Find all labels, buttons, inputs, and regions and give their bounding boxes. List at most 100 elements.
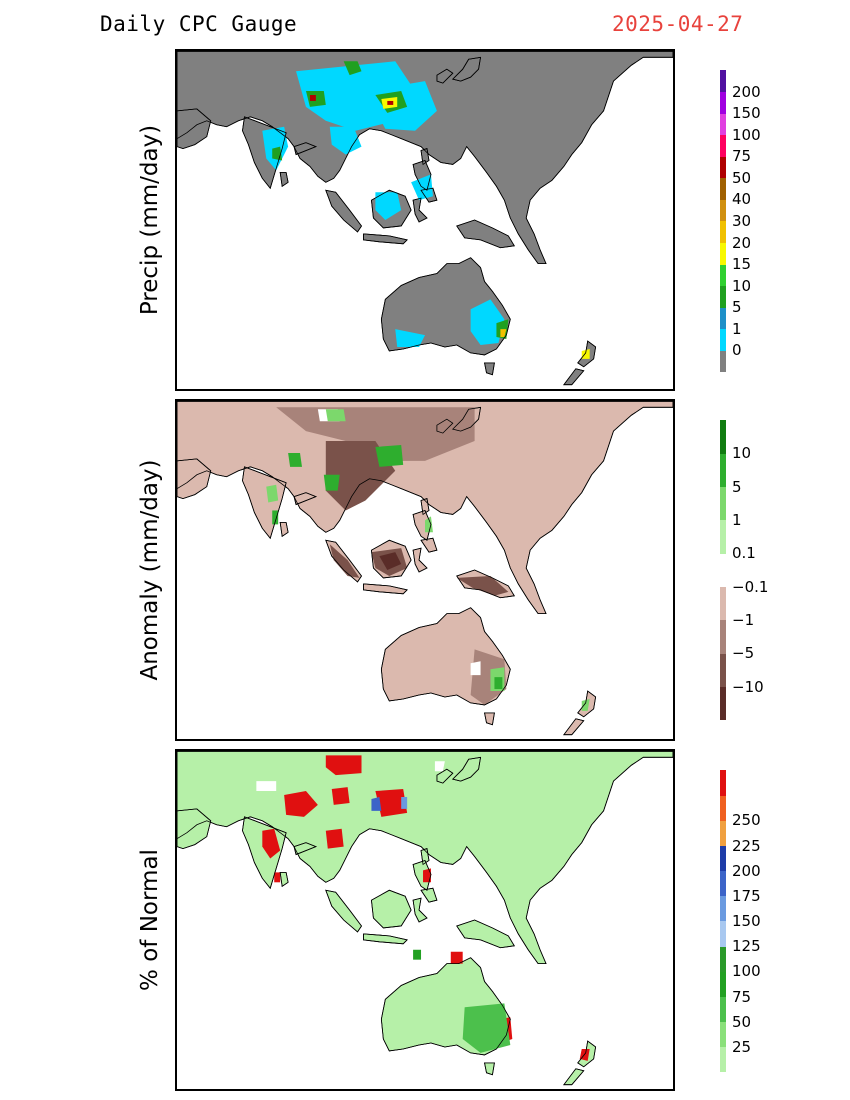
field-patch xyxy=(581,348,590,359)
anomaly-map-panel xyxy=(175,399,675,741)
field-patch xyxy=(288,452,302,467)
field-patch xyxy=(262,828,281,859)
colorbar-segment xyxy=(720,486,726,521)
coastline-newguinea xyxy=(456,219,515,249)
coastline-nz xyxy=(563,1040,597,1086)
anomaly-map xyxy=(177,401,673,736)
coastline-taiwan xyxy=(420,148,430,166)
colorbar-segment xyxy=(720,134,726,157)
coastline-australia xyxy=(380,257,511,356)
coastlines xyxy=(177,51,673,386)
colorbar-segment xyxy=(720,921,726,947)
colorbar-label: 200 xyxy=(732,861,761,880)
field-patch xyxy=(323,474,340,491)
colorbar-label: 10 xyxy=(732,444,752,463)
field-patch xyxy=(272,510,279,525)
colorbar-segment xyxy=(720,946,726,972)
colorbar-label: 50 xyxy=(732,168,752,187)
coastline-asia xyxy=(177,751,673,965)
field-patch xyxy=(379,552,402,570)
coastline-arabia xyxy=(177,808,212,849)
colorbar-segment xyxy=(720,895,726,922)
colorbar-label: 100 xyxy=(732,125,761,144)
colorbar-label: 1 xyxy=(732,319,742,338)
field-patch xyxy=(309,95,316,101)
colorbar-segment xyxy=(720,285,726,308)
field-patch xyxy=(462,1003,511,1053)
coastlines xyxy=(177,751,673,1086)
colorbar-label: 75 xyxy=(732,987,752,1006)
precip-map xyxy=(177,51,673,386)
colorbar-label: 15 xyxy=(732,255,752,274)
coastline-java xyxy=(363,933,408,945)
field-patch xyxy=(470,299,505,345)
colorbar-label: 250 xyxy=(732,811,761,830)
colorbar-segment xyxy=(720,242,726,265)
colorbar-segment xyxy=(720,820,726,846)
field-patch xyxy=(413,949,422,960)
field-patch xyxy=(331,787,350,805)
coastline-taiwan xyxy=(420,848,430,866)
colorbar-segment xyxy=(720,795,726,821)
land-sumatra xyxy=(325,889,362,933)
colorbar-segment xyxy=(720,70,726,93)
land-newguinea xyxy=(456,919,515,949)
coastline-india xyxy=(242,466,317,540)
coastline-java xyxy=(363,583,408,595)
colorbar-segment xyxy=(720,870,726,897)
colorbar-label: 150 xyxy=(732,912,761,930)
percent-colorbar: 25 50 75 100 125 150 175 200 225 250 xyxy=(720,770,761,1073)
colorbar-segment xyxy=(720,686,726,721)
land-newguinea xyxy=(456,219,515,249)
colorbar-label: 5 xyxy=(732,477,742,496)
coastline-borneo xyxy=(371,539,412,579)
coastline-sumatra xyxy=(325,889,362,933)
rain-field xyxy=(262,61,590,359)
coastline-sulawesi xyxy=(412,897,428,923)
coastline-sumatra xyxy=(325,539,362,583)
colorbar-label: 75 xyxy=(732,147,752,166)
anomaly-colorbar: −10 −5 −1 −0.1 0.1 1 5 10 xyxy=(720,420,768,721)
field-patch xyxy=(401,796,408,809)
coastline-asia xyxy=(177,51,673,265)
colorbar-segment xyxy=(720,328,726,351)
colorbar-label: −0.1 xyxy=(732,577,769,596)
coastline-tasmania xyxy=(484,362,495,376)
coastline-arabia xyxy=(177,108,212,149)
field-patch xyxy=(456,575,509,596)
coastline-borneo xyxy=(371,889,412,929)
colorbar-segment xyxy=(720,221,726,244)
colorbar-segment xyxy=(720,1021,726,1048)
land-masses xyxy=(177,751,673,1086)
coastline-japan xyxy=(436,406,482,434)
colorbar-segment xyxy=(720,553,726,588)
field-patch xyxy=(450,951,463,964)
coastline-india xyxy=(242,816,317,890)
colorbar-segment xyxy=(720,845,726,872)
field-patch xyxy=(375,192,402,220)
colorbar-label: 175 xyxy=(732,886,761,905)
field-patch xyxy=(325,409,346,422)
field-patch xyxy=(581,698,590,711)
colorbar-segment xyxy=(720,770,726,796)
field-patch xyxy=(371,796,382,811)
field-patch xyxy=(423,868,431,883)
coastline-phil xyxy=(412,159,438,203)
coastline-india xyxy=(242,116,317,190)
coastline-srilanka xyxy=(279,171,289,187)
field-patch xyxy=(329,544,360,578)
coastline-java xyxy=(363,233,408,245)
field-patch xyxy=(284,791,318,817)
colorbar-segment xyxy=(720,586,726,621)
coastline-srilanka xyxy=(279,871,289,887)
percent-map-panel xyxy=(175,749,675,1091)
colorbar-segment xyxy=(720,420,726,454)
precip-map-panel xyxy=(175,49,675,391)
coastline-australia xyxy=(380,957,511,1056)
colorbar-segment xyxy=(720,307,726,330)
coastline-tasmania xyxy=(484,1062,495,1076)
coastline-japan xyxy=(436,56,482,84)
coastline-phil xyxy=(412,859,438,903)
rain-field xyxy=(256,755,590,1061)
coastline-nz xyxy=(563,340,597,386)
